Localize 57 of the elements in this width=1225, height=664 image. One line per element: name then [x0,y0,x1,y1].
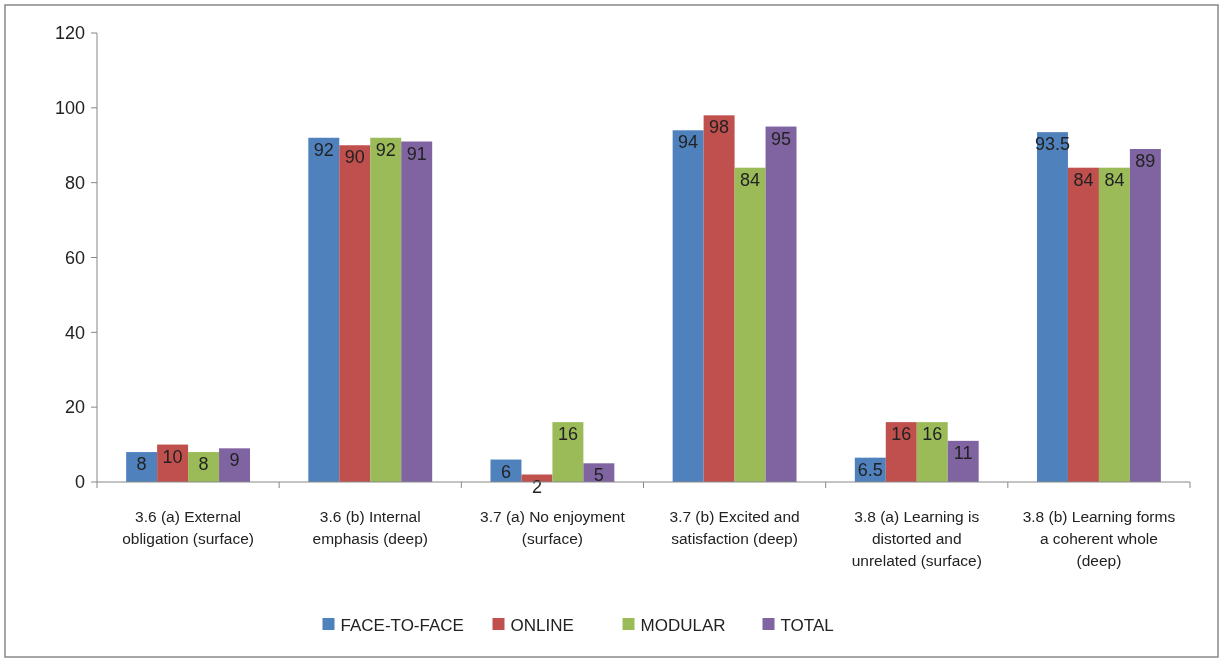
data-label: 10 [162,446,183,467]
bar [734,167,766,482]
data-label: 6 [500,461,511,482]
data-label: 92 [375,139,396,160]
data-label: 84 [1104,169,1125,190]
bar [916,422,948,482]
y-tick-label: 60 [64,247,85,268]
y-tick-label: 120 [54,23,85,44]
legend-label: MODULAR [640,616,726,636]
legend-label: ONLINE [510,616,574,636]
legend-label: FACE-TO-FACE [340,616,464,636]
x-tick-label: 3.8 (a) Learning is distorted and unrelated (surface) [851,508,982,569]
bar [308,137,340,482]
data-label: 89 [1135,150,1156,171]
bar [1036,132,1068,482]
data-label: 92 [313,139,334,160]
data-label: 8 [198,454,209,475]
data-label: 98 [709,117,730,138]
bar [219,448,251,482]
bar [1129,148,1161,482]
data-label: 95 [771,128,792,149]
bar [703,115,735,482]
bar [672,130,704,482]
data-label: 6.5 [857,459,883,480]
bar [765,126,797,482]
x-tick-label: 3.7 (b) Excited and satisfaction (deep) [669,508,800,547]
legend-label: TOTAL [780,616,834,636]
x-tick-label: 3.8 (b) Learning forms a coherent whole (deep) [1022,508,1176,569]
data-label: 16 [557,424,578,445]
bar [339,145,371,482]
y-tick-label: 20 [64,397,85,418]
data-label: 84 [1073,169,1094,190]
data-label: 90 [344,147,365,168]
data-label: 2 [531,476,542,497]
y-tick-label: 0 [74,472,85,493]
data-label: 94 [678,132,699,153]
bar [947,440,979,482]
data-label: 16 [922,424,943,445]
data-label: 9 [229,450,240,471]
bar [401,141,433,482]
bar [1067,167,1099,482]
data-label: 91 [406,143,427,164]
data-label: 16 [891,424,912,445]
bar [370,137,402,482]
x-tick-label: 3.7 (a) No enjoyment (surface) [480,508,626,547]
bar [1098,167,1130,482]
data-label: 11 [953,442,973,463]
bar [885,422,917,482]
data-label: 84 [740,169,761,190]
y-tick-label: 100 [54,98,85,119]
data-label: 8 [136,454,147,475]
data-label: 5 [593,465,604,486]
x-tick-label: 3.6 (b) Internal emphasis (deep) [312,508,428,547]
y-tick-label: 40 [64,322,85,343]
x-tick-label: 3.6 (a) External obligation (surface) [122,508,254,547]
y-tick-label: 80 [64,172,85,193]
bar [552,422,584,482]
